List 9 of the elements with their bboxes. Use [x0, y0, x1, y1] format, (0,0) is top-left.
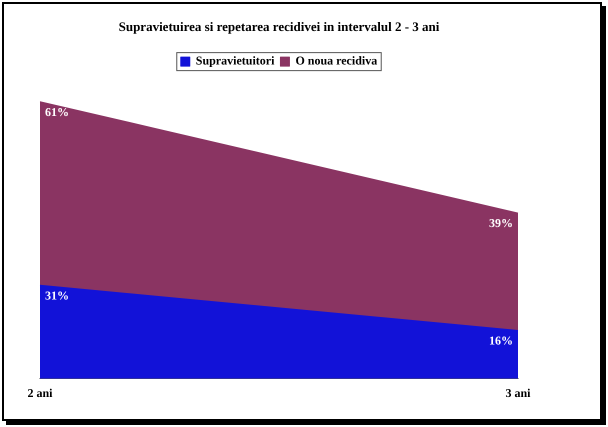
chart-title: Supravietuirea si repetarea recidivei in intervalul 2 - 3 ani [118, 19, 440, 34]
x-tick-label: 3 ani [505, 386, 532, 400]
data-label: 61% [45, 104, 69, 119]
data-label: 39% [489, 216, 513, 230]
data-label: 31% [45, 288, 69, 302]
legend-label: O noua recidiva [295, 54, 378, 68]
data-label: 16% [489, 334, 513, 348]
legend-label: Supravietuitori [196, 54, 276, 68]
x-tick-label: 2 ani [27, 386, 54, 400]
